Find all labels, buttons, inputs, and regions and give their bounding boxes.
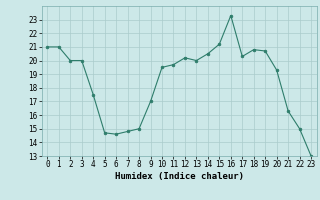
X-axis label: Humidex (Indice chaleur): Humidex (Indice chaleur) — [115, 172, 244, 181]
